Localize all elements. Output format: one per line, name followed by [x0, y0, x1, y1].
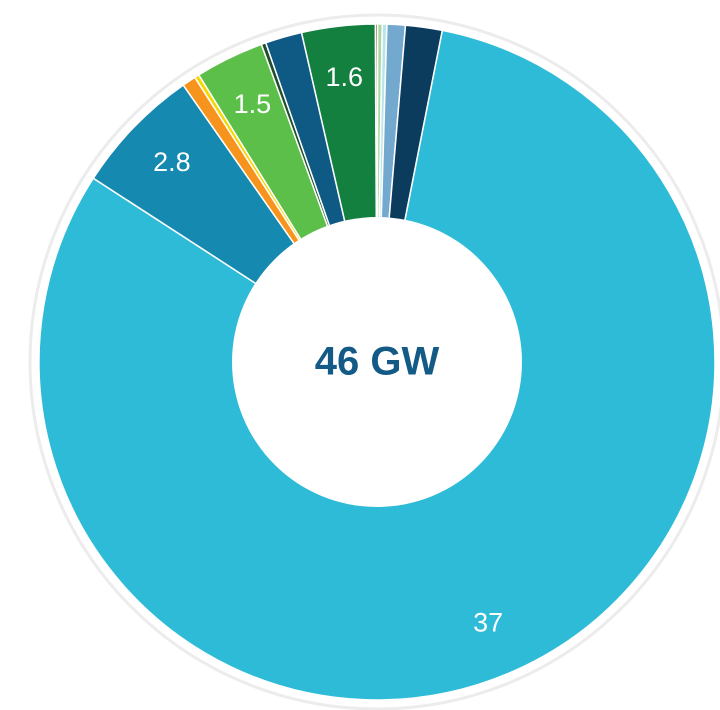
outer-ring: [28, 13, 720, 710]
donut-hole: [232, 217, 522, 507]
slice-label: 1.6: [325, 62, 363, 92]
slice-label: 1.5: [234, 89, 272, 119]
center-label: 46 GW: [315, 340, 440, 384]
slice-label: 37: [473, 608, 503, 638]
slice-label: 2.8: [153, 147, 191, 177]
